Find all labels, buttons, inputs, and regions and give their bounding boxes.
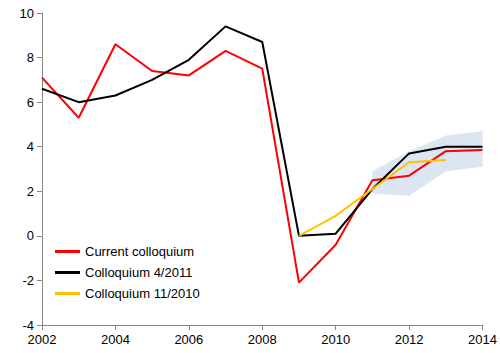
- svg-text:6: 6: [27, 95, 34, 110]
- svg-text:8: 8: [27, 50, 34, 65]
- svg-text:2: 2: [27, 184, 34, 199]
- svg-text:2006: 2006: [174, 332, 203, 347]
- svg-text:-4: -4: [22, 318, 34, 333]
- svg-text:0: 0: [27, 228, 34, 243]
- svg-text:-2: -2: [22, 273, 34, 288]
- svg-text:2004: 2004: [101, 332, 130, 347]
- svg-text:2008: 2008: [248, 332, 277, 347]
- svg-text:2010: 2010: [321, 332, 350, 347]
- svg-text:Current colloquium: Current colloquium: [85, 244, 194, 259]
- svg-text:10: 10: [20, 6, 34, 21]
- svg-text:2014: 2014: [468, 332, 497, 347]
- svg-text:2002: 2002: [28, 332, 57, 347]
- svg-text:4: 4: [27, 139, 34, 154]
- svg-text:2012: 2012: [395, 332, 424, 347]
- svg-text:Colloquium 4/2011: Colloquium 4/2011: [85, 265, 192, 280]
- svg-text:Colloquium 11/2010: Colloquium 11/2010: [85, 286, 200, 301]
